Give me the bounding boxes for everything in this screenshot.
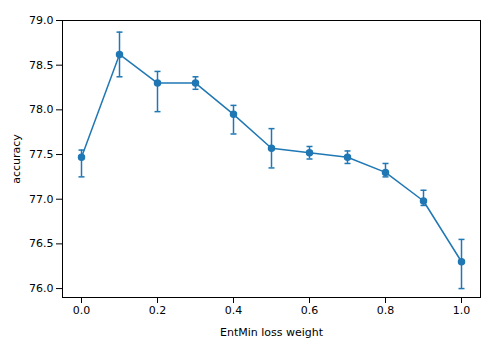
svg-text:77.5: 77.5: [29, 148, 54, 161]
svg-text:accuracy: accuracy: [10, 134, 23, 184]
svg-text:79.0: 79.0: [29, 14, 54, 27]
svg-text:0.6: 0.6: [301, 304, 319, 317]
svg-text:77.0: 77.0: [29, 193, 54, 206]
svg-text:0.8: 0.8: [377, 304, 395, 317]
svg-text:76.5: 76.5: [29, 237, 54, 250]
svg-text:78.0: 78.0: [29, 103, 54, 116]
svg-text:EntMin loss weight: EntMin loss weight: [220, 326, 324, 339]
svg-text:0.4: 0.4: [225, 304, 243, 317]
svg-text:0.2: 0.2: [149, 304, 167, 317]
svg-text:78.5: 78.5: [29, 59, 54, 72]
svg-text:76.0: 76.0: [29, 282, 54, 295]
svg-text:0.0: 0.0: [73, 304, 91, 317]
svg-text:1.0: 1.0: [453, 304, 471, 317]
